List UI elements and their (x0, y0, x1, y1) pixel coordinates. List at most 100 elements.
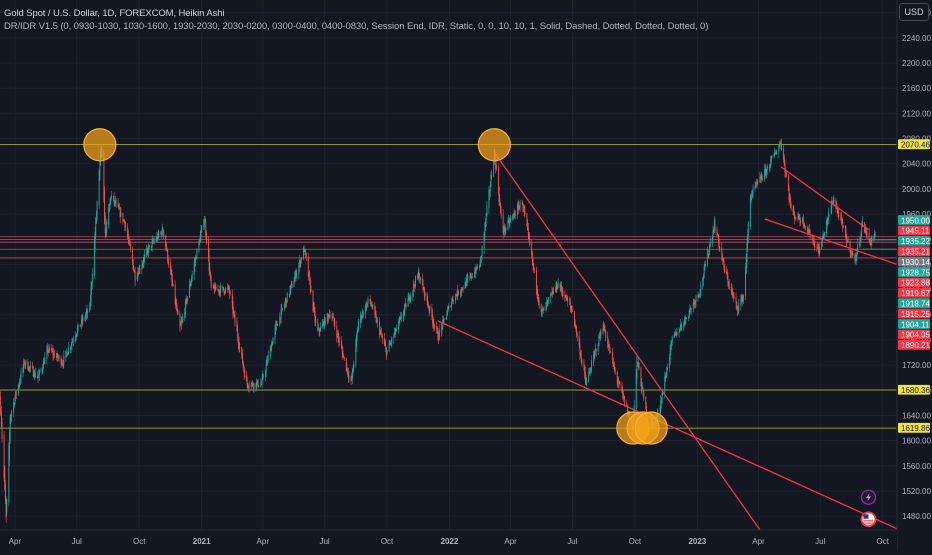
price-tick-label: 2200.00 (902, 59, 931, 68)
candle-body-up (284, 301, 286, 306)
candle-body-up (274, 327, 276, 340)
candle-body-up (779, 142, 781, 145)
candle-body-down (32, 366, 34, 368)
candle-body-down (522, 204, 524, 209)
candle-body-up (683, 324, 685, 328)
candle-body-up (84, 317, 86, 319)
candle-body-down (707, 254, 709, 256)
candle-body-up (272, 337, 274, 345)
candle-body-up (299, 260, 300, 268)
candle-body-up (442, 319, 444, 329)
candle-body-up (227, 286, 229, 289)
candle-body-up (415, 276, 417, 287)
trendline[interactable] (764, 218, 898, 265)
circle-markers[interactable] (83, 128, 668, 445)
price-label-text: 1915.25 (901, 310, 930, 319)
candle-body-down (139, 268, 141, 270)
candle-body-down (332, 317, 334, 318)
candle-body-down (571, 310, 573, 312)
candle-body-down (246, 379, 248, 385)
candle-body-up (589, 371, 591, 373)
trendline[interactable] (493, 151, 769, 542)
candle-body-up (673, 333, 675, 338)
candle-body-up (410, 294, 412, 300)
candle-body-down (478, 267, 480, 268)
candle-body-down (174, 285, 176, 304)
circle-marker[interactable] (477, 128, 511, 162)
candle-body-down (811, 235, 813, 241)
price-label-tag (898, 277, 930, 288)
candle-body-down (176, 308, 178, 312)
candle-body-down (514, 213, 516, 216)
candle-body-up (709, 244, 711, 252)
candle-body-up (713, 230, 715, 233)
currency-button[interactable]: USD (899, 3, 929, 21)
candle-body-down (205, 222, 207, 236)
candle-body-down (224, 292, 226, 293)
candle-body-up (355, 340, 357, 365)
candle-body-up (542, 307, 544, 311)
candle-body-down (129, 244, 131, 250)
candle-body-up (684, 319, 685, 325)
circle-marker[interactable] (634, 411, 668, 445)
candle-body-up (337, 333, 338, 335)
candle-body-up (70, 344, 72, 348)
indicator-legend[interactable]: DR/IDR V1.5 (0, 0930-1030, 1030-1600, 19… (4, 21, 709, 32)
candle-body-up (822, 234, 824, 240)
candle-body-up (39, 371, 41, 373)
candle-body-down (797, 218, 799, 220)
candle-body-up (201, 225, 203, 232)
candle-body-down (299, 261, 301, 265)
price-label-text: 1923.88 (901, 279, 930, 288)
time-axis[interactable]: Apr Jul Oct 2021 Apr Jul Oct 2022 Apr Jul Oct 2023 A… (0, 529, 897, 550)
candle-body-down (57, 354, 59, 359)
candle-body-up (65, 350, 67, 358)
candle-body-down (379, 321, 381, 335)
candle-body-up (678, 331, 680, 333)
candle-body-up (704, 264, 706, 270)
candle-body-up (63, 355, 65, 365)
candle-body-up (298, 264, 300, 274)
candle-body-up (80, 324, 82, 327)
candle-body-down (4, 483, 6, 504)
price-label-tag (898, 287, 930, 298)
circle-marker[interactable] (83, 128, 117, 162)
candle-body-down (62, 364, 64, 365)
candle-body-down (783, 156, 785, 165)
symbol-title[interactable]: Gold Spot / U.S. Dollar, 1D, FOREXCOM, H… (4, 8, 225, 19)
candle-body-down (214, 287, 216, 293)
candle-body-down (228, 286, 230, 290)
candle-body-down (119, 208, 121, 218)
candle-body-up (479, 261, 481, 268)
candle-body-up (151, 241, 153, 248)
candle-body-up (773, 154, 775, 157)
candle-body-down (395, 329, 397, 332)
price-label-tag (898, 422, 930, 433)
candle-body-down (233, 312, 235, 316)
event-icons[interactable] (860, 489, 877, 528)
candle-body-down (234, 314, 236, 323)
candle-body-up (766, 169, 768, 174)
candle-body-up (821, 242, 823, 249)
candle-body-up (82, 317, 84, 322)
price-label-tag (898, 256, 930, 267)
candle-body-down (428, 304, 429, 308)
candle-body-up (675, 331, 677, 335)
candle-body-up (294, 271, 296, 279)
trendline[interactable] (780, 166, 869, 231)
candle-body-up (699, 292, 701, 295)
price-axis[interactable]: 1480.00 1520.00 1560.00 1600.00 1640.00 1680.… (896, 0, 932, 550)
candle-body-up (488, 190, 490, 209)
candle-body-down (32, 367, 34, 377)
candle-body-up (72, 340, 74, 343)
candle-body-up (286, 293, 288, 303)
candle-body-up (489, 190, 491, 195)
candle-body-up (747, 222, 749, 238)
price-label-text: 1935.21 (901, 248, 930, 257)
candle-body-up (831, 201, 833, 209)
price-label-text: 1935.22 (901, 237, 930, 246)
candle-body-down (733, 296, 735, 299)
candle-body-up (74, 336, 76, 341)
